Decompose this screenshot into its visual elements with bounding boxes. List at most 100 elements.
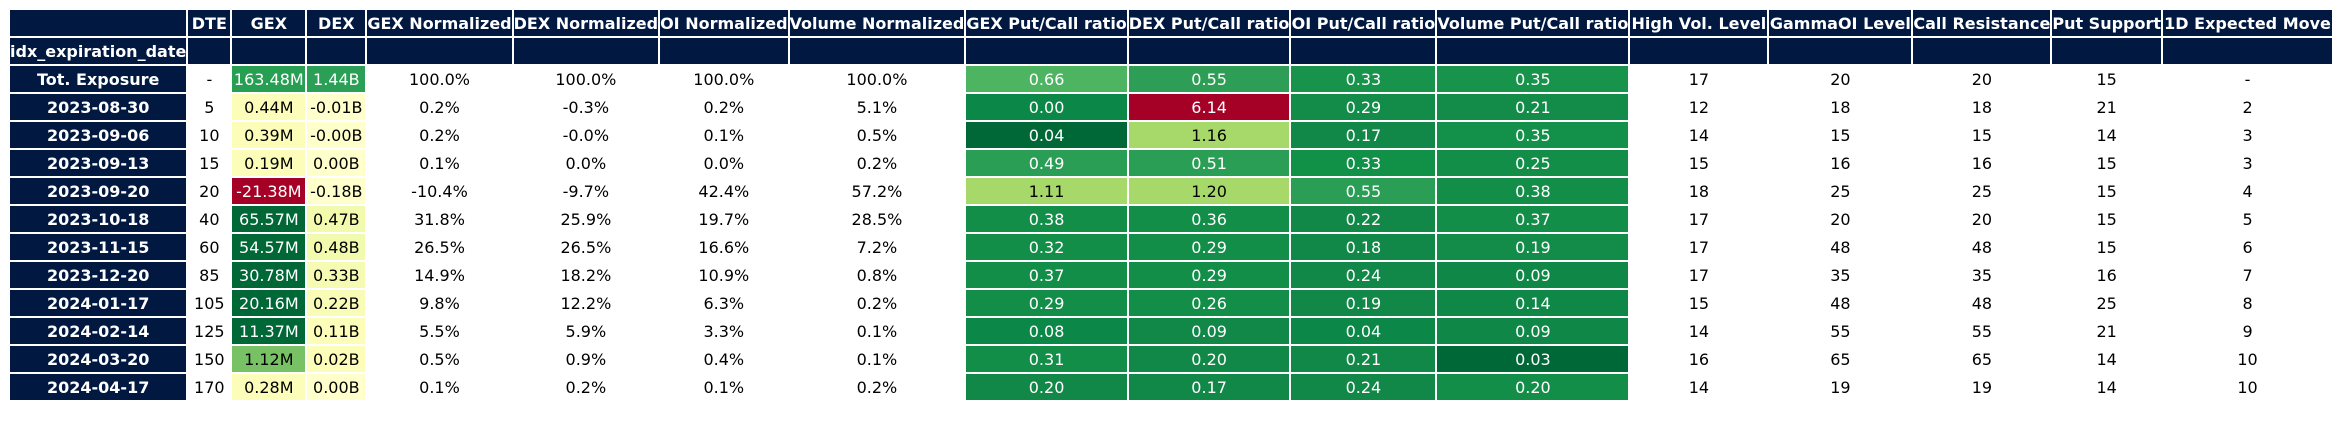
cell-put-support: 16 — [2052, 262, 2162, 288]
cell-dte: 10 — [188, 122, 231, 148]
cell-high-vol-level: 16 — [1630, 346, 1768, 372]
cell-1d-expected-move: 7 — [2163, 262, 2333, 288]
cell-oi-normalized: 0.2% — [660, 94, 788, 120]
cell-high-vol-level: 17 — [1630, 262, 1768, 288]
cell-dex-put-call-ratio: 0.20 — [1128, 346, 1290, 372]
table-row: 2023-11-15 60 54.57M 0.48B 26.5% 26.5% 16.6% 7.… — [10, 234, 2333, 260]
cell-gex-put-call-ratio: 0.00 — [966, 94, 1127, 120]
cell-volume-normalized: 0.2% — [789, 150, 965, 176]
cell-dte: 15 — [188, 150, 231, 176]
cell-dex-put-call-ratio: 0.26 — [1128, 290, 1290, 316]
cell-gex-put-call-ratio: 0.32 — [966, 234, 1127, 260]
cell-gammaoi-level: 25 — [1769, 178, 1912, 204]
cell-oi-normalized: 0.1% — [660, 374, 788, 400]
cell-gammaoi-level: 48 — [1769, 290, 1912, 316]
table-row: 2024-01-17 105 20.16M 0.22B 9.8% 12.2% 6.3% 0.2… — [10, 290, 2333, 316]
cell-dex-put-call-ratio: 1.16 — [1128, 122, 1290, 148]
cell-high-vol-level: 15 — [1630, 290, 1768, 316]
column-header-gex-put-call-ratio: GEX Put/Call ratio — [966, 10, 1127, 36]
index-header-blank-cell — [2052, 38, 2162, 64]
cell-gex-normalized: 31.8% — [367, 206, 512, 232]
cell-1d-expected-move: 3 — [2163, 122, 2333, 148]
row-index-label: 2023-08-30 — [10, 94, 187, 120]
cell-volume-normalized: 5.1% — [789, 94, 965, 120]
cell-call-resistance: 20 — [1913, 66, 2051, 92]
index-header-blank-cell — [232, 38, 306, 64]
column-header-put-support: Put Support — [2052, 10, 2162, 36]
cell-dex-normalized: -0.0% — [513, 122, 659, 148]
cell-gex-normalized: 14.9% — [367, 262, 512, 288]
cell-gex: 0.28M — [232, 374, 306, 400]
row-index-label: 2023-10-18 — [10, 206, 187, 232]
cell-dte: 105 — [188, 290, 231, 316]
cell-volume-put-call-ratio: 0.19 — [1437, 234, 1629, 260]
cell-volume-normalized: 0.5% — [789, 122, 965, 148]
cell-dex: 0.47B — [307, 206, 366, 232]
cell-volume-put-call-ratio: 0.35 — [1437, 122, 1629, 148]
cell-volume-put-call-ratio: 0.21 — [1437, 94, 1629, 120]
table-row: 2023-09-20 20 -21.38M -0.18B -10.4% -9.7% 42.4… — [10, 178, 2333, 204]
cell-volume-put-call-ratio: 0.14 — [1437, 290, 1629, 316]
cell-dex: 1.44B — [307, 66, 366, 92]
cell-1d-expected-move: 8 — [2163, 290, 2333, 316]
cell-dte: 40 — [188, 206, 231, 232]
cell-gex: 1.12M — [232, 346, 306, 372]
cell-dex-normalized: 0.2% — [513, 374, 659, 400]
cell-dex-put-call-ratio: 0.17 — [1128, 374, 1290, 400]
cell-gammaoi-level: 15 — [1769, 122, 1912, 148]
cell-gammaoi-level: 18 — [1769, 94, 1912, 120]
cell-oi-normalized: 3.3% — [660, 318, 788, 344]
cell-1d-expected-move: 4 — [2163, 178, 2333, 204]
cell-call-resistance: 15 — [1913, 122, 2051, 148]
cell-volume-put-call-ratio: 0.37 — [1437, 206, 1629, 232]
cell-high-vol-level: 14 — [1630, 374, 1768, 400]
table-row: Tot. Exposure -163.48M 1.44B 100.0% 100.0% 10… — [10, 66, 2333, 92]
index-header-blank-cell — [188, 38, 231, 64]
cell-high-vol-level: 12 — [1630, 94, 1768, 120]
cell-volume-put-call-ratio: 0.38 — [1437, 178, 1629, 204]
cell-oi-normalized: 16.6% — [660, 234, 788, 260]
cell-dex: -0.18B — [307, 178, 366, 204]
index-header-blank-cell — [1630, 38, 1768, 64]
cell-volume-normalized: 0.1% — [789, 346, 965, 372]
index-header-blank-cell — [307, 38, 366, 64]
cell-gex-put-call-ratio: 0.31 — [966, 346, 1127, 372]
index-header-blank-cell — [1291, 38, 1436, 64]
cell-dex-put-call-ratio: 1.20 — [1128, 178, 1290, 204]
row-index-label: 2024-02-14 — [10, 318, 187, 344]
index-header-blank-cell — [660, 38, 788, 64]
column-header-gex: GEX — [232, 10, 306, 36]
cell-gammaoi-level: 19 — [1769, 374, 1912, 400]
cell-oi-put-call-ratio: 0.21 — [1291, 346, 1436, 372]
index-name-row: idx_expiration_date — [10, 38, 2333, 64]
cell-volume-put-call-ratio: 0.09 — [1437, 318, 1629, 344]
table-row: 2023-12-20 85 30.78M 0.33B 14.9% 18.2% 10.9% 0.… — [10, 262, 2333, 288]
cell-dex-put-call-ratio: 0.51 — [1128, 150, 1290, 176]
row-index-label: 2023-09-13 — [10, 150, 187, 176]
row-index-label: 2023-11-15 — [10, 234, 187, 260]
cell-1d-expected-move: 5 — [2163, 206, 2333, 232]
cell-dte: 85 — [188, 262, 231, 288]
cell-call-resistance: 25 — [1913, 178, 2051, 204]
cell-oi-normalized: 0.4% — [660, 346, 788, 372]
cell-1d-expected-move: 10 — [2163, 346, 2333, 372]
cell-dex-normalized: 5.9% — [513, 318, 659, 344]
cell-put-support: 14 — [2052, 346, 2162, 372]
cell-dex-normalized: 25.9% — [513, 206, 659, 232]
index-header-blank-cell — [513, 38, 659, 64]
cell-oi-normalized: 0.0% — [660, 150, 788, 176]
cell-gex: 30.78M — [232, 262, 306, 288]
cell-put-support: 15 — [2052, 206, 2162, 232]
index-header-blank-cell — [367, 38, 512, 64]
cell-put-support: 15 — [2052, 66, 2162, 92]
cell-oi-put-call-ratio: 0.24 — [1291, 262, 1436, 288]
column-header-oi-put-call-ratio: OI Put/Call ratio — [1291, 10, 1436, 36]
cell-1d-expected-move: 3 — [2163, 150, 2333, 176]
table-row: 2023-09-13 15 0.19M 0.00B 0.1% 0.0% 0.0% 0.2% 0.… — [10, 150, 2333, 176]
cell-put-support: 21 — [2052, 94, 2162, 120]
index-header-blank-cell — [789, 38, 965, 64]
cell-dex-normalized: 0.9% — [513, 346, 659, 372]
cell-dte: - — [188, 66, 231, 92]
cell-gex-put-call-ratio: 0.49 — [966, 150, 1127, 176]
cell-gex-put-call-ratio: 0.29 — [966, 290, 1127, 316]
